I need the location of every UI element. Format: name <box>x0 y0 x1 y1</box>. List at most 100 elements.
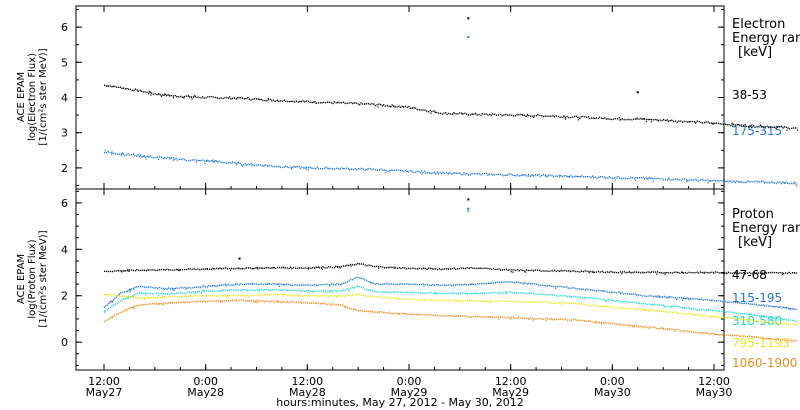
data-point <box>277 294 279 296</box>
data-point <box>248 296 250 298</box>
data-point <box>648 310 650 312</box>
data-point <box>621 118 623 120</box>
data-point <box>604 300 607 303</box>
data-point <box>221 301 223 303</box>
data-point <box>645 120 648 123</box>
data-point <box>104 310 106 312</box>
proton-legend-title-1: Proton <box>732 207 774 222</box>
data-point <box>290 168 292 170</box>
data-point <box>693 314 695 317</box>
data-point <box>669 295 671 298</box>
data-point <box>130 289 132 291</box>
data-point <box>206 268 208 270</box>
data-point <box>144 297 147 300</box>
data-point <box>550 302 552 304</box>
electron-legend-entry: 175-315 <box>732 124 782 138</box>
data-point <box>504 291 507 293</box>
data-point <box>168 94 170 96</box>
data-point <box>469 301 471 303</box>
x-tick-label-time: 12:00 <box>495 375 527 388</box>
data-point <box>120 154 122 156</box>
data-point <box>184 302 186 304</box>
data-point <box>252 267 254 269</box>
x-tick-label-date: May27 <box>86 386 123 399</box>
data-point <box>241 268 243 270</box>
data-point <box>634 179 636 181</box>
series-1060-1900 <box>103 299 798 343</box>
proton-ylabel-line-1: ACE EPAM <box>16 254 27 304</box>
data-point <box>447 268 449 270</box>
data-point <box>148 90 150 92</box>
data-point <box>230 289 232 291</box>
x-tick-label-date: May28 <box>289 386 326 399</box>
data-point <box>616 300 618 302</box>
data-point <box>144 298 146 300</box>
data-point <box>111 153 113 155</box>
data-point <box>486 316 488 318</box>
data-point <box>111 151 113 153</box>
data-point <box>325 292 327 294</box>
proton-legend-title-2: Energy ran <box>732 221 800 236</box>
chart-marks: 23456024612:00May270:00May2812:00May280:… <box>61 6 799 399</box>
electron-ylabel-line-3: [1/(cm²s ster MeV)] <box>38 48 49 145</box>
data-point <box>662 327 664 329</box>
y-tick-label: 3 <box>61 127 68 140</box>
y-tick-label: 2 <box>61 290 68 303</box>
data-point <box>452 112 455 114</box>
data-point <box>277 99 279 101</box>
data-point <box>648 326 650 328</box>
data-point <box>251 283 253 285</box>
data-point <box>282 295 284 297</box>
data-point <box>256 299 258 301</box>
data-point <box>794 181 796 183</box>
proton-legend-entry: 47-68 <box>732 268 767 282</box>
data-point <box>254 301 256 303</box>
data-point <box>246 290 248 292</box>
data-point <box>791 341 793 343</box>
data-point <box>710 300 712 302</box>
data-point <box>150 94 152 96</box>
data-point <box>457 299 459 301</box>
data-point <box>681 271 683 273</box>
data-point <box>760 180 763 182</box>
data-point <box>531 174 533 176</box>
data-point <box>563 115 565 117</box>
data-point <box>452 292 454 294</box>
data-point <box>599 305 602 307</box>
data-point <box>267 97 269 100</box>
data-point <box>220 290 222 292</box>
data-point <box>256 266 258 269</box>
data-point <box>127 269 129 271</box>
data-point <box>498 318 500 320</box>
data-point <box>383 291 385 293</box>
data-point <box>545 320 547 322</box>
series-175-315 <box>103 150 798 185</box>
data-point <box>667 297 669 299</box>
data-point <box>447 173 450 175</box>
data-point <box>558 176 561 178</box>
data-point <box>305 168 308 170</box>
data-point <box>393 267 395 269</box>
data-point <box>636 117 638 119</box>
data-point <box>168 269 170 271</box>
x-tick-label-date: May30 <box>594 386 631 399</box>
proton-legend-entry: 115-195 <box>732 291 782 305</box>
data-point <box>344 306 346 308</box>
data-point <box>621 273 623 275</box>
data-point <box>411 107 413 109</box>
data-point <box>674 331 676 333</box>
data-point <box>793 272 795 274</box>
proton-ylabel-line-3: [1/(cm²s ster MeV)] <box>38 230 49 327</box>
data-point <box>532 116 535 118</box>
data-point <box>577 119 579 121</box>
x-tick-label-time: 12:00 <box>698 375 730 388</box>
data-point <box>421 173 423 175</box>
data-point <box>307 268 310 270</box>
data-point <box>664 273 666 275</box>
data-point <box>377 106 379 108</box>
data-point <box>251 165 253 167</box>
data-point <box>786 306 788 308</box>
data-point <box>160 95 163 97</box>
data-point <box>336 266 339 268</box>
spike-point <box>467 207 470 210</box>
